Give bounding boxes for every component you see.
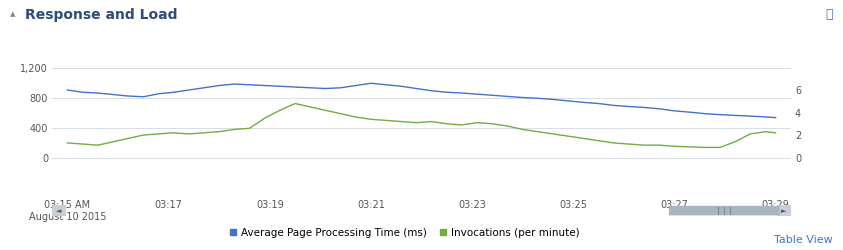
Legend: Average Page Processing Time (ms), Invocations (per minute): Average Page Processing Time (ms), Invoc… bbox=[226, 224, 583, 242]
Text: ▴: ▴ bbox=[10, 9, 16, 19]
Text: Table View: Table View bbox=[774, 235, 833, 245]
Text: Response and Load: Response and Load bbox=[25, 8, 178, 22]
Text: ►: ► bbox=[781, 208, 787, 214]
Text: ◄: ◄ bbox=[56, 208, 62, 214]
Bar bbox=[52, 205, 66, 216]
Bar bbox=[777, 205, 791, 216]
Text: ⓘ: ⓘ bbox=[825, 8, 833, 21]
FancyBboxPatch shape bbox=[668, 206, 780, 216]
